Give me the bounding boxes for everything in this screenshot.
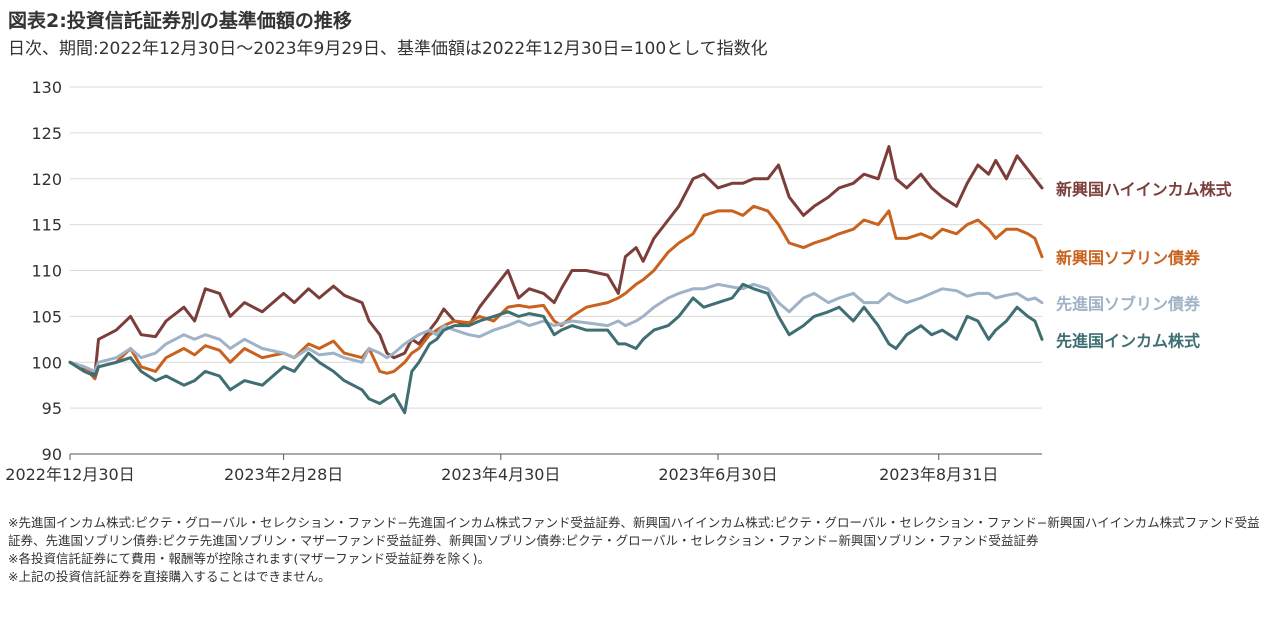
footnotes: ※先進国インカム株式:ピクテ・グローバル・セレクション・ファンド−先進国インカム…: [8, 514, 1270, 586]
y-tick-label: 90: [42, 445, 62, 464]
line-chart: 90 95 100 105 110 115 120 125 130 2022年12月30日 2023…: [5, 78, 1232, 484]
y-tick-label: 130: [31, 78, 62, 97]
series-label-1: 新興国ハイインカム株式: [1056, 180, 1232, 199]
series-label-3: 先進国ソブリン債券: [1056, 295, 1201, 314]
footnote-fund-definitions: ※先進国インカム株式:ピクテ・グローバル・セレクション・ファンド−先進国インカム…: [8, 515, 1260, 548]
x-tick-label: 2023年8月31日: [879, 465, 998, 484]
series-label-4: 先進国インカム株式: [1056, 331, 1200, 350]
y-tick-label: 125: [31, 124, 62, 143]
x-tick-label: 2023年2月28日: [224, 465, 343, 484]
y-tick-label: 105: [31, 307, 62, 326]
y-tick-label: 100: [31, 353, 62, 372]
series-line-4: [68, 282, 1044, 415]
x-tick-label: 2023年4月30日: [441, 465, 560, 484]
series-line-1: [68, 145, 1044, 377]
series-label-2: 新興国ソブリン債券: [1056, 249, 1201, 268]
y-tick-label: 120: [31, 170, 62, 189]
x-tick-label: 2022年12月30日: [5, 465, 134, 484]
y-tick-label: 110: [31, 262, 62, 281]
footnote-fees: ※各投資信託証券にて費用・報酬等が控除されます(マザーファンド受益証券を除く)。: [8, 551, 490, 566]
y-tick-label: 115: [31, 216, 62, 235]
x-tick-label: 2023年6月30日: [658, 465, 777, 484]
chart-subtitle: 日次、期間:2022年12月30日〜2023年9月29日、基準価額は2022年1…: [8, 39, 768, 59]
series-line-3: [68, 282, 1044, 373]
y-tick-label: 95: [42, 399, 62, 418]
series-line-2: [68, 204, 1044, 381]
chart-title: 図表2:投資信託証券別の基準価額の推移: [8, 10, 352, 32]
footnote-purchase: ※上記の投資信託証券を直接購入することはできません。: [8, 569, 331, 584]
